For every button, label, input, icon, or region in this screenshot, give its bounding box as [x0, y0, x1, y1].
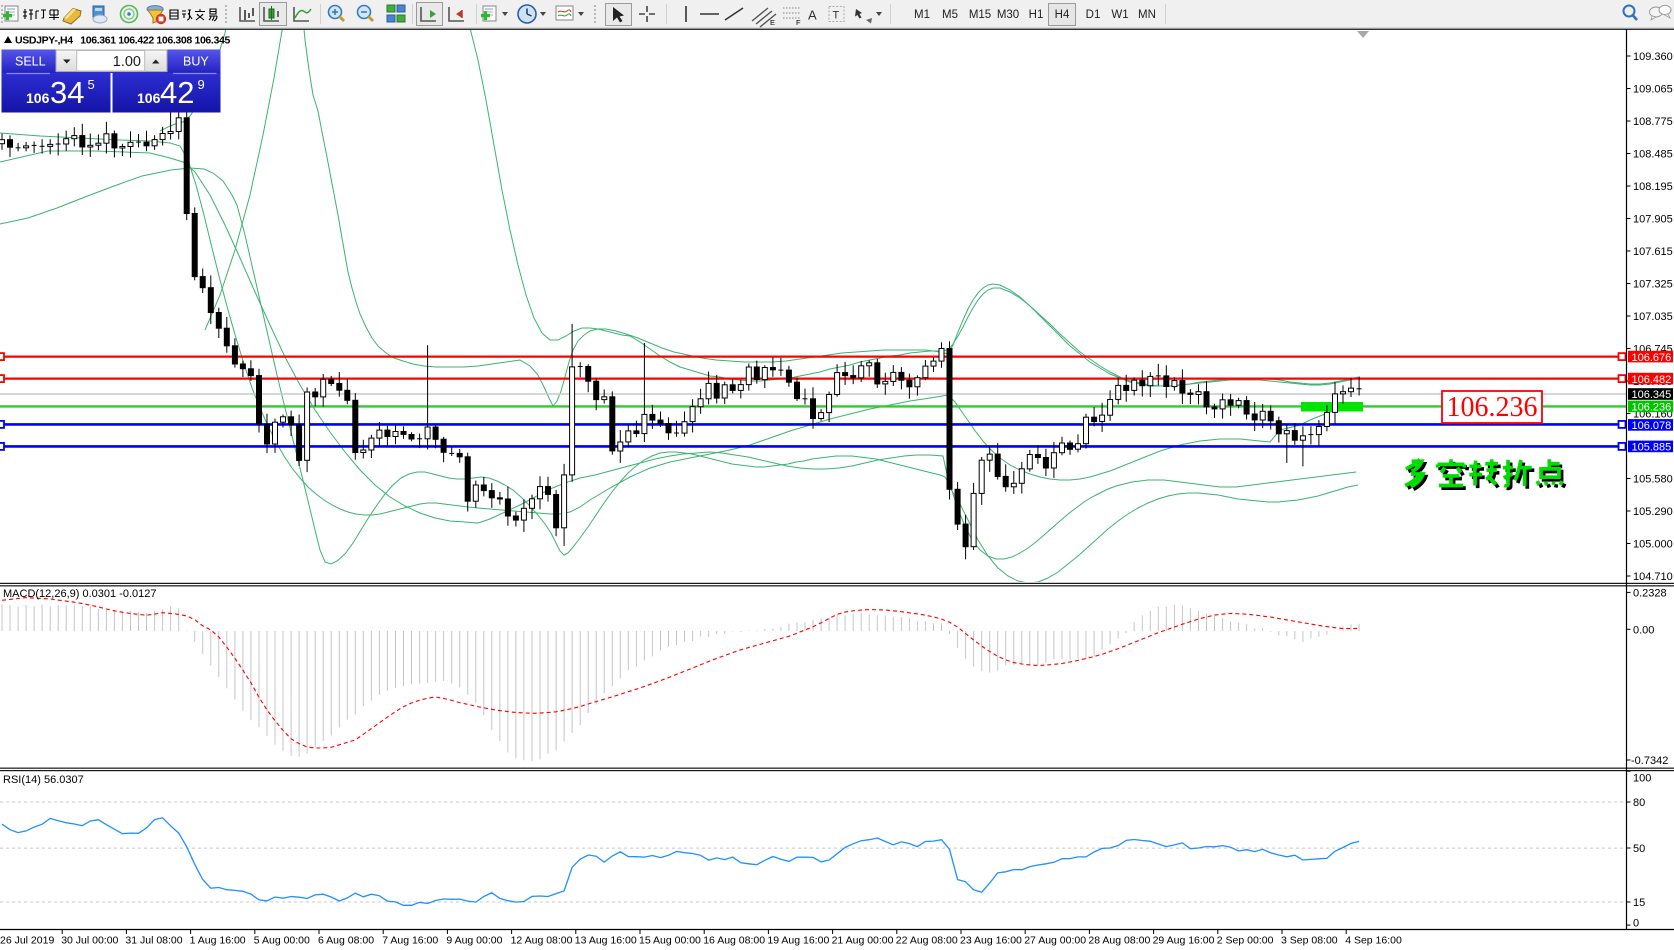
svg-text:23 Aug 16:00: 23 Aug 16:00 — [960, 935, 1022, 947]
svg-text:107.325: 107.325 — [1633, 279, 1673, 291]
svg-text:34: 34 — [50, 75, 84, 110]
svg-text:28 Aug 08:00: 28 Aug 08:00 — [1088, 935, 1150, 947]
svg-text:E: E — [770, 18, 775, 27]
svg-text:9 Aug 00:00: 9 Aug 00:00 — [446, 935, 502, 947]
svg-text:-0.7342: -0.7342 — [1631, 755, 1668, 767]
svg-text:16 Aug 08:00: 16 Aug 08:00 — [703, 935, 765, 947]
svg-text:BUY: BUY — [183, 55, 209, 69]
svg-text:108.775: 108.775 — [1633, 116, 1673, 128]
svg-text:21 Aug 00:00: 21 Aug 00:00 — [832, 935, 894, 947]
svg-text:0: 0 — [1633, 918, 1639, 930]
svg-text:5 Aug 00:00: 5 Aug 00:00 — [254, 935, 310, 947]
svg-text:19 Aug 16:00: 19 Aug 16:00 — [767, 935, 829, 947]
svg-text:108.195: 108.195 — [1633, 181, 1673, 193]
svg-text:7 Aug 16:00: 7 Aug 16:00 — [382, 935, 438, 947]
svg-text:A: A — [808, 8, 817, 23]
svg-text:1 Aug 16:00: 1 Aug 16:00 — [190, 935, 246, 947]
svg-text:107.615: 107.615 — [1633, 246, 1673, 258]
svg-text:106.345: 106.345 — [1632, 389, 1672, 401]
svg-text:T: T — [833, 10, 840, 22]
svg-text:80: 80 — [1633, 797, 1645, 809]
svg-text:1.00: 1.00 — [113, 54, 141, 70]
svg-text:109.065: 109.065 — [1633, 84, 1673, 96]
svg-text:27 Aug 00:00: 27 Aug 00:00 — [1024, 935, 1086, 947]
svg-text:106: 106 — [26, 90, 50, 106]
svg-text:SELL: SELL — [15, 55, 46, 69]
svg-text:M30: M30 — [997, 9, 1019, 21]
svg-text:22 Aug 08:00: 22 Aug 08:00 — [896, 935, 958, 947]
svg-text:106.676: 106.676 — [1632, 352, 1672, 364]
svg-text:104.710: 104.710 — [1633, 571, 1673, 583]
svg-text:2 Sep 00:00: 2 Sep 00:00 — [1217, 935, 1274, 947]
svg-text:107.905: 107.905 — [1633, 214, 1673, 226]
svg-text:105.885: 105.885 — [1632, 442, 1672, 454]
svg-text:USDJPY-,H4 106.361 106.422 10: USDJPY-,H4 106.361 106.422 106.308 106.3… — [15, 35, 230, 47]
svg-text:4 Sep 16:00: 4 Sep 16:00 — [1345, 935, 1402, 947]
svg-text:109.360: 109.360 — [1633, 51, 1673, 63]
svg-text:29 Aug 16:00: 29 Aug 16:00 — [1153, 935, 1215, 947]
svg-text:100: 100 — [1633, 772, 1651, 784]
svg-text:F: F — [796, 18, 801, 27]
svg-text:13 Aug 16:00: 13 Aug 16:00 — [575, 935, 637, 947]
svg-text:31 Jul 08:00: 31 Jul 08:00 — [125, 935, 182, 947]
svg-text:H1: H1 — [1029, 9, 1044, 21]
svg-text:12 Aug 08:00: 12 Aug 08:00 — [511, 935, 573, 947]
svg-text:42: 42 — [160, 75, 194, 110]
svg-text:D1: D1 — [1086, 9, 1101, 21]
svg-text:30 Jul 00:00: 30 Jul 00:00 — [61, 935, 118, 947]
svg-text:5: 5 — [88, 77, 95, 92]
svg-text:MN: MN — [1138, 9, 1156, 21]
svg-text:26 Jul 2019: 26 Jul 2019 — [0, 935, 54, 947]
svg-text:105.290: 105.290 — [1633, 506, 1673, 518]
svg-text:MACD(12,26,9) 0.0301 -0.0127: MACD(12,26,9) 0.0301 -0.0127 — [3, 588, 156, 600]
svg-text:M1: M1 — [914, 9, 930, 21]
svg-text:107.035: 107.035 — [1633, 311, 1673, 323]
svg-text:106.482: 106.482 — [1632, 374, 1672, 386]
svg-text:105.000: 105.000 — [1633, 539, 1673, 551]
svg-text:M15: M15 — [969, 9, 991, 21]
svg-text:3 Sep 08:00: 3 Sep 08:00 — [1281, 935, 1338, 947]
svg-text:106: 106 — [137, 90, 161, 106]
svg-text:RSI(14) 56.0307: RSI(14) 56.0307 — [3, 774, 84, 786]
svg-text:6 Aug 08:00: 6 Aug 08:00 — [318, 935, 374, 947]
svg-text:H4: H4 — [1055, 9, 1070, 21]
svg-text:15 Aug 00:00: 15 Aug 00:00 — [639, 935, 701, 947]
svg-text:105.580: 105.580 — [1633, 474, 1673, 486]
svg-text:M5: M5 — [942, 9, 958, 21]
svg-text:15: 15 — [1633, 897, 1645, 909]
svg-text:106.236: 106.236 — [1447, 392, 1538, 423]
svg-text:106.078: 106.078 — [1632, 420, 1672, 432]
svg-text:0.2328: 0.2328 — [1633, 587, 1667, 599]
svg-text:9: 9 — [198, 77, 205, 92]
svg-text:0.00: 0.00 — [1633, 624, 1654, 636]
svg-text:108.485: 108.485 — [1633, 149, 1673, 161]
svg-text:106.236: 106.236 — [1632, 402, 1672, 414]
svg-text:50: 50 — [1633, 843, 1645, 855]
svg-text:W1: W1 — [1111, 9, 1128, 21]
